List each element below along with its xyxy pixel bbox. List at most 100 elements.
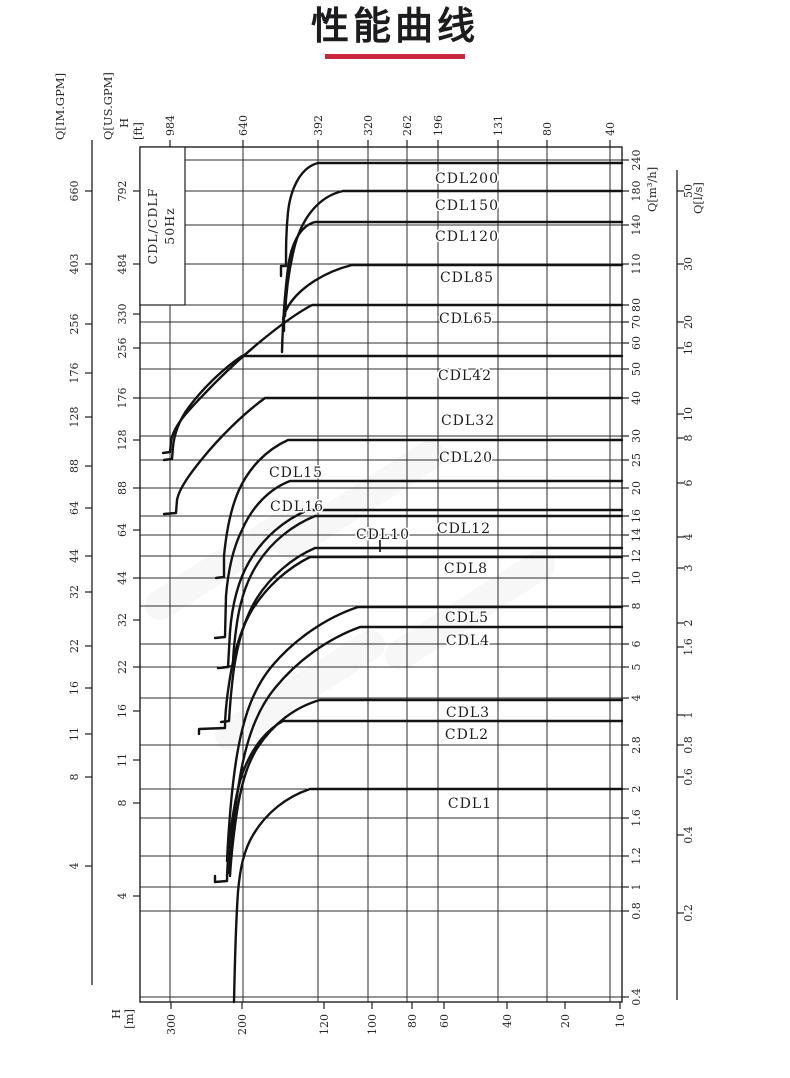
m3h-tick-label: 240 <box>630 150 643 171</box>
bottom-axis-title: H <box>109 1009 123 1019</box>
axis-top-head-ft: 984 640 392 320 262 196 131 80 40 H [ft] <box>117 115 617 147</box>
curve-label-cdl42: CDL42 <box>438 368 492 384</box>
m3h-tick-label: 12 <box>630 549 643 563</box>
ls-tick-label: 1.6 <box>682 638 695 656</box>
curve-label-cdl4: CDL4 <box>446 633 490 649</box>
im-gpm-tick-label: 88 <box>68 459 81 473</box>
curve-cdl1 <box>232 787 624 1004</box>
im-gpm-axis-title: Q[IM.GPM] <box>53 73 67 140</box>
ls-tick-label: 8 <box>682 435 695 442</box>
m3h-tick-label: 25 <box>630 453 643 467</box>
ls-tick-label: 0.2 <box>682 904 695 922</box>
bottom-axis-unit: [m] <box>122 1009 136 1029</box>
ls-tick-label: 3 <box>682 565 695 572</box>
curve-cdl65 <box>161 303 624 455</box>
m3h-tick-label: 110 <box>630 254 643 275</box>
curve-cdl20 <box>214 438 624 580</box>
ls-tick-label: 0.4 <box>682 826 695 844</box>
us-gpm-tick-label: 256 <box>116 338 129 359</box>
curve-labels: CDL200 CDL150 CDL120 CDL85 CDL65 CDL42 CDL32 CD… <box>267 170 499 814</box>
im-gpm-tick-label: 44 <box>68 549 81 563</box>
top-tick-label: 320 <box>362 115 375 136</box>
curve-label-cdl2: CDL2 <box>445 727 489 743</box>
us-gpm-tick-label: 4 <box>116 893 129 900</box>
m3h-tick-label: 10 <box>630 571 643 585</box>
im-gpm-tick-label: 8 <box>68 774 81 781</box>
curve-label-cdl65: CDL65 <box>439 311 493 327</box>
im-gpm-tick-label: 256 <box>68 314 81 335</box>
curve-cdl32 <box>162 396 624 516</box>
bottom-tick-label: 300 <box>165 1014 178 1035</box>
page-title: 性能曲线 <box>310 4 479 48</box>
curve-label-cdl120: CDL120 <box>435 229 499 245</box>
us-gpm-tick-label: 64 <box>116 523 129 537</box>
im-gpm-tick-label: 22 <box>68 639 81 653</box>
horizontal-gridlines <box>140 159 622 998</box>
m3h-tick-label: 80 <box>630 298 643 312</box>
us-gpm-tick-label: 32 <box>116 613 129 627</box>
family-box-line1: CDL/CDLF <box>145 188 160 265</box>
ls-tick-label: 20 <box>682 315 695 329</box>
im-gpm-tick-label: 11 <box>68 727 81 741</box>
axis-bottom-head-m: 300 200 120 100 80 60 40 20 10 H [m] <box>109 1002 627 1035</box>
m3h-tick-label: 30 <box>630 429 643 443</box>
m3h-tick-label: 2 <box>630 786 643 793</box>
m3h-tick-label: 180 <box>630 181 643 202</box>
ls-axis-title: Q[l/s] <box>691 182 705 214</box>
curve-label-cdl20: CDL20 <box>439 450 493 466</box>
m3h-tick-label: 140 <box>630 215 643 236</box>
curve-cdl150 <box>282 189 624 333</box>
ls-tick-label: 30 <box>682 257 695 271</box>
curve-label-cdl32: CDL32 <box>441 413 495 429</box>
ls-tick-label: 1 <box>682 712 695 719</box>
ls-tick-label: 50 <box>682 184 695 198</box>
curve-cdl4 <box>227 625 624 875</box>
m3h-tick-label: 2.8 <box>630 736 643 754</box>
ls-tick-label: 4 <box>682 534 695 541</box>
m3h-axis-title: Q[m³/h] <box>645 167 659 212</box>
axis-right-ls: 50 30 20 16 10 8 6 4 3 2 1.6 1 0.8 0.6 0.4 0.2 Q[l/s] <box>676 170 705 1000</box>
curve-cdl85 <box>281 263 624 321</box>
top-tick-label: 640 <box>237 115 250 136</box>
top-tick-label: 131 <box>492 115 505 136</box>
top-tick-label: 392 <box>312 115 325 136</box>
m3h-tick-label: 40 <box>630 391 643 405</box>
m3h-tick-label: 8 <box>630 603 643 610</box>
curve-cdl16 <box>216 508 624 670</box>
family-box-line2: 50Hz <box>162 207 177 244</box>
im-gpm-tick-label: 32 <box>68 585 81 599</box>
axis-right-m3h: 2401801401108070605040302520161412108654… <box>622 150 659 1006</box>
ls-tick-label: 0.6 <box>682 768 695 786</box>
curve-cdl200 <box>279 161 624 278</box>
page-header: 性能曲线 <box>0 4 790 59</box>
us-gpm-tick-label: 128 <box>116 430 129 451</box>
curve-label-cdl5: CDL5 <box>445 610 489 626</box>
m3h-tick-label: 14 <box>630 528 643 542</box>
ls-tick-label: 0.8 <box>682 736 695 754</box>
bottom-tick-label: 40 <box>501 1014 514 1028</box>
im-gpm-tick-label: 176 <box>68 363 81 384</box>
us-gpm-tick-label: 44 <box>116 571 129 585</box>
m3h-tick-label: 70 <box>630 315 643 329</box>
us-gpm-tick-label: 176 <box>116 388 129 409</box>
m3h-tick-label: 5 <box>630 664 643 671</box>
bottom-tick-label: 100 <box>366 1014 379 1035</box>
top-tick-label: 40 <box>604 122 617 136</box>
plot-border <box>139 146 623 1003</box>
top-tick-label: 80 <box>541 122 554 136</box>
m3h-tick-label: 1.2 <box>630 847 643 865</box>
im-gpm-tick-label: 64 <box>68 501 81 515</box>
curve-cdl5 <box>225 605 624 863</box>
curve-label-cdl1: CDL1 <box>448 796 492 812</box>
top-tick-label: 262 <box>401 115 414 136</box>
m3h-tick-label: 60 <box>630 336 643 350</box>
curve-label-cdl15: CDL15 <box>269 465 323 481</box>
bottom-tick-label: 80 <box>406 1014 419 1028</box>
bottom-tick-label: 200 <box>236 1014 249 1035</box>
m3h-tick-label: 50 <box>630 362 643 376</box>
m3h-tick-label: 6 <box>630 641 643 648</box>
top-axis-unit: [ft] <box>131 122 145 140</box>
us-gpm-tick-label: 484 <box>116 254 129 275</box>
